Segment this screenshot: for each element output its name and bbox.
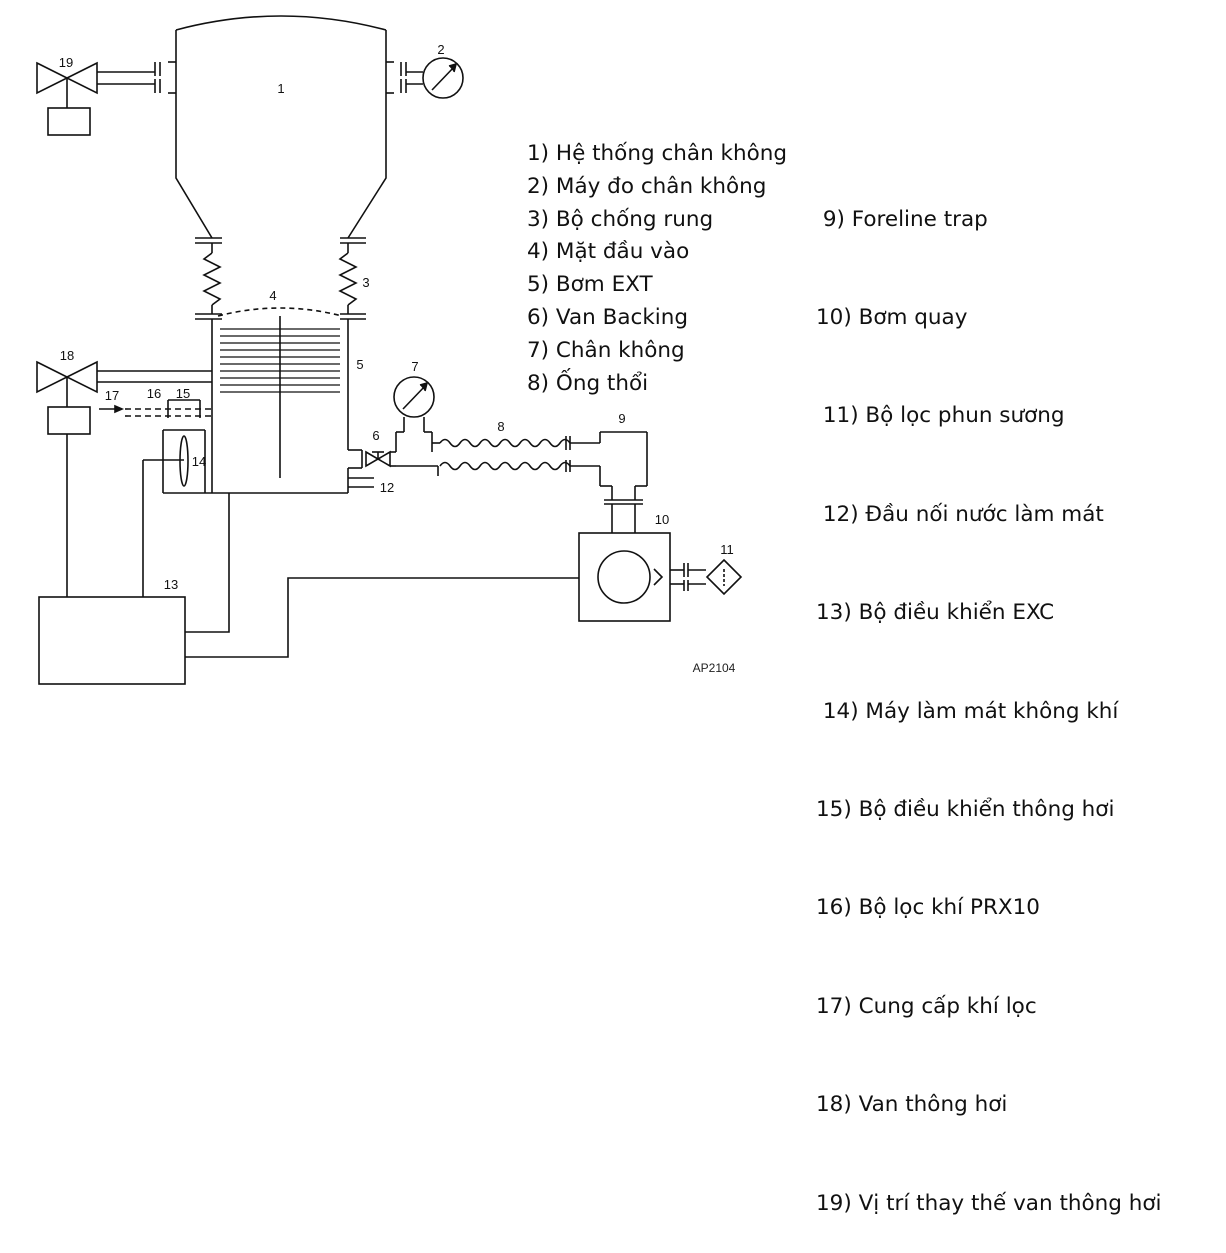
vacuum-gauge-2 bbox=[406, 57, 464, 99]
legend-item: 6) Van Backing bbox=[527, 304, 689, 330]
legend-item: 18) Van thông hơi bbox=[816, 1092, 1008, 1118]
label-15: 15 bbox=[176, 386, 190, 401]
label-7: 7 bbox=[411, 359, 418, 374]
legend-item: 12) Đầu nối nước làm mát bbox=[816, 501, 1104, 527]
figure-code: AP2104 bbox=[693, 661, 736, 675]
vent-valve bbox=[36, 360, 212, 597]
legend-item: 19) Vị trí thay thế van thông hơi bbox=[816, 1190, 1162, 1216]
legend-item: 14) Máy làm mát không khí bbox=[816, 698, 1119, 724]
anti-vibration-mount bbox=[195, 237, 366, 320]
label-13: 13 bbox=[164, 577, 178, 592]
label-4: 4 bbox=[269, 288, 276, 303]
foreline-trap bbox=[570, 431, 648, 487]
legend-item: 7) Chân không bbox=[527, 337, 685, 363]
label-3: 3 bbox=[362, 275, 369, 290]
label-19: 19 bbox=[59, 55, 73, 70]
vacuum-gauge-7 bbox=[393, 376, 438, 467]
cooling-water-connector bbox=[348, 477, 374, 488]
legend-item: 13) Bộ điều khiển EXC bbox=[816, 600, 1055, 626]
legend-item: 8) Ống thổi bbox=[527, 370, 649, 396]
backing-valve bbox=[348, 449, 396, 469]
label-12: 12 bbox=[380, 480, 394, 495]
rotary-pump bbox=[578, 486, 706, 622]
vacuum-system-diagram: 1 2 3 4 5 6 7 8 9 10 11 12 13 14 15 16 1… bbox=[36, 15, 743, 685]
label-16: 16 bbox=[147, 386, 161, 401]
label-1: 1 bbox=[277, 81, 284, 96]
label-8: 8 bbox=[497, 419, 504, 434]
pump-stack-plates bbox=[220, 328, 340, 393]
label-10: 10 bbox=[655, 512, 669, 527]
legend-item: 15) Bộ điều khiển thông hơi bbox=[816, 796, 1115, 822]
legend-right: 9) Foreline trap 10) Bơm quay 11) Bộ lọc… bbox=[816, 138, 1162, 1253]
vacuum-chamber bbox=[175, 15, 387, 239]
legend-item: 16) Bộ lọc khí PRX10 bbox=[816, 895, 1040, 921]
legend-item: 3) Bộ chống rung bbox=[527, 206, 714, 232]
legend-left: 1) Hệ thống chân không 2) Máy đo chân kh… bbox=[527, 138, 787, 400]
label-5: 5 bbox=[356, 357, 363, 372]
label-18: 18 bbox=[60, 348, 74, 363]
purge-gas-line bbox=[99, 399, 212, 418]
component-labels: 1 2 3 4 5 6 7 8 9 10 11 12 13 14 15 16 1… bbox=[59, 42, 736, 675]
label-2: 2 bbox=[437, 42, 444, 57]
legend-item: 2) Máy đo chân không bbox=[527, 173, 767, 199]
label-6: 6 bbox=[372, 428, 379, 443]
legend-item: 9) Foreline trap bbox=[816, 206, 988, 232]
legend-item: 1) Hệ thống chân không bbox=[527, 141, 788, 166]
legend-item: 17) Cung cấp khí lọc bbox=[816, 993, 1037, 1019]
air-cooler bbox=[142, 429, 212, 597]
label-17: 17 bbox=[105, 388, 119, 403]
legend-item: 5) Bơm EXT bbox=[527, 272, 653, 298]
legend-item: 10) Bơm quay bbox=[816, 304, 968, 330]
label-11: 11 bbox=[720, 542, 734, 557]
bellows bbox=[432, 436, 571, 476]
label-9: 9 bbox=[618, 411, 625, 426]
legend-item: 11) Bộ lọc phun sương bbox=[816, 403, 1065, 429]
exc-controller bbox=[38, 493, 579, 685]
vent-valve-alt bbox=[36, 61, 155, 136]
label-14: 14 bbox=[192, 454, 206, 469]
legend-item: 4) Mặt đầu vào bbox=[527, 239, 690, 265]
mist-filter bbox=[705, 558, 743, 596]
chamber-flanges bbox=[154, 61, 407, 94]
